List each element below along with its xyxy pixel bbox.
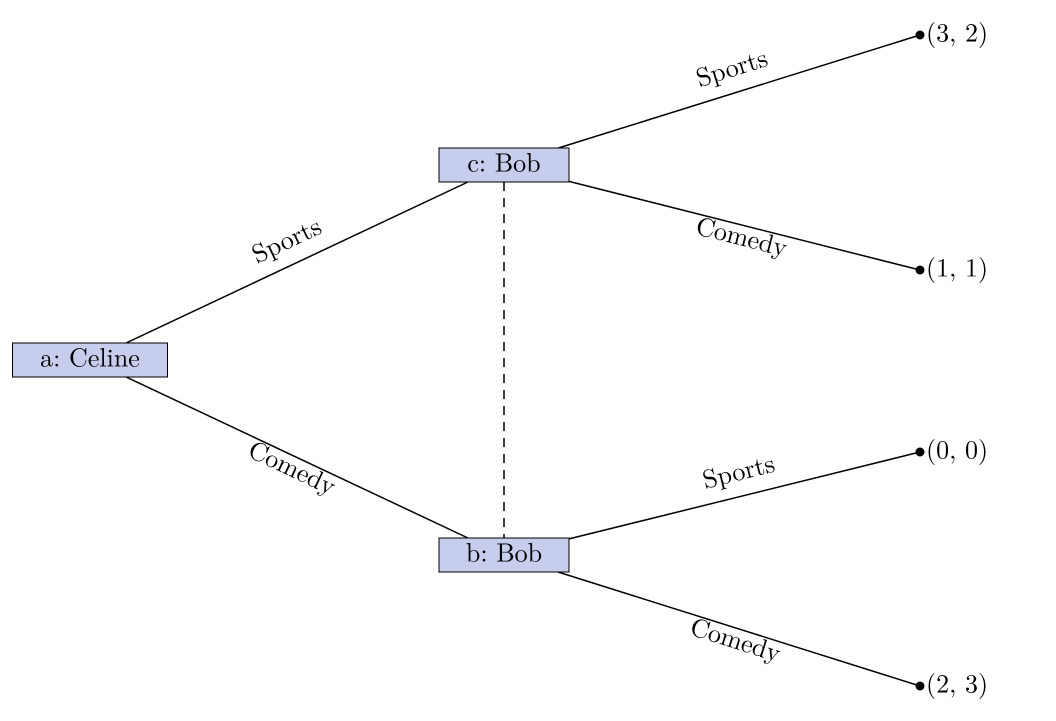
- edge-label-c-l2: Comedy: [692, 206, 792, 265]
- edge-label-c-l1: Sports: [691, 38, 772, 95]
- edge-label-a-b: Comedy: [243, 430, 343, 503]
- node-c: c: Bob: [439, 143, 569, 182]
- leaf-l4: (2, 3): [916, 664, 989, 701]
- leaf-l3: (0, 0): [916, 430, 989, 467]
- edge-label-b-l3: Sports: [698, 443, 778, 497]
- edge-a-c: [126, 182, 468, 343]
- node-label-a: a: Celine: [40, 338, 140, 375]
- leaf-l2: (1, 1): [916, 248, 989, 285]
- node-label-c: c: Bob: [467, 143, 540, 180]
- leaf-label-l1: (3, 2): [926, 13, 988, 50]
- leaf-label-l4: (2, 3): [926, 664, 988, 701]
- leaf-label-l3: (0, 0): [926, 430, 988, 467]
- edge-label-a-c: Sports: [245, 206, 327, 271]
- nodes-group: a: Celine c: Bob b: Bob: [13, 143, 570, 572]
- node-b: b: Bob: [439, 533, 569, 572]
- edges-group: [126, 35, 920, 686]
- leaf-l1: (3, 2): [916, 13, 989, 50]
- edge-labels-group: Sports Comedy Sports Comedy Sports Comedy: [243, 38, 792, 670]
- leaves-group: (3, 2) (1, 1) (0, 0) (2, 3): [916, 13, 989, 701]
- node-a: a: Celine: [13, 338, 168, 377]
- node-label-b: b: Bob: [466, 533, 542, 570]
- leaf-label-l2: (1, 1): [926, 248, 988, 285]
- edge-label-b-l4: Comedy: [686, 606, 786, 669]
